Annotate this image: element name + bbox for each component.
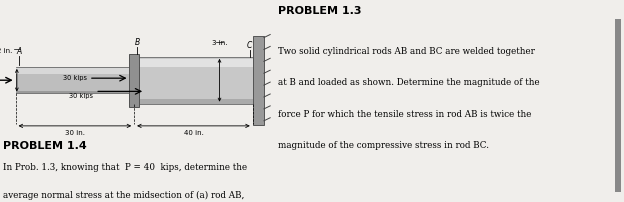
Bar	[615, 20, 621, 192]
Text: Two solid cylindrical rods AB and BC are welded together: Two solid cylindrical rods AB and BC are…	[278, 46, 535, 55]
Text: force P for which the tensile stress in rod AB is twice the: force P for which the tensile stress in …	[278, 109, 531, 118]
Text: 3 in.: 3 in.	[212, 39, 227, 45]
Text: C: C	[247, 41, 252, 49]
Text: PROBLEM 1.4: PROBLEM 1.4	[3, 140, 87, 150]
Text: 30 kips: 30 kips	[63, 75, 87, 81]
Text: 40 in.: 40 in.	[183, 129, 203, 135]
Bar	[16, 69, 134, 74]
Text: 30 in.: 30 in.	[65, 129, 85, 135]
Bar	[134, 99, 253, 104]
Text: B: B	[135, 38, 140, 46]
Bar	[253, 36, 264, 125]
Bar	[134, 58, 253, 104]
Text: magnitude of the compressive stress in rod BC.: magnitude of the compressive stress in r…	[278, 140, 489, 149]
Text: PROBLEM 1.3: PROBLEM 1.3	[278, 6, 361, 16]
Text: at B and loaded as shown. Determine the magnitude of the: at B and loaded as shown. Determine the …	[278, 78, 539, 87]
Bar	[134, 60, 253, 68]
Bar	[16, 68, 134, 94]
Bar	[16, 91, 134, 94]
Bar	[130, 55, 139, 107]
Text: average normal stress at the midsection of (a) rod AB,: average normal stress at the midsection …	[3, 190, 245, 199]
Text: A: A	[16, 47, 21, 56]
Text: 2 in.: 2 in.	[0, 47, 12, 54]
Text: In Prob. 1.3, knowing that  P = 40  kips, determine the: In Prob. 1.3, knowing that P = 40 kips, …	[3, 163, 247, 171]
Text: 30 kips: 30 kips	[69, 93, 94, 99]
